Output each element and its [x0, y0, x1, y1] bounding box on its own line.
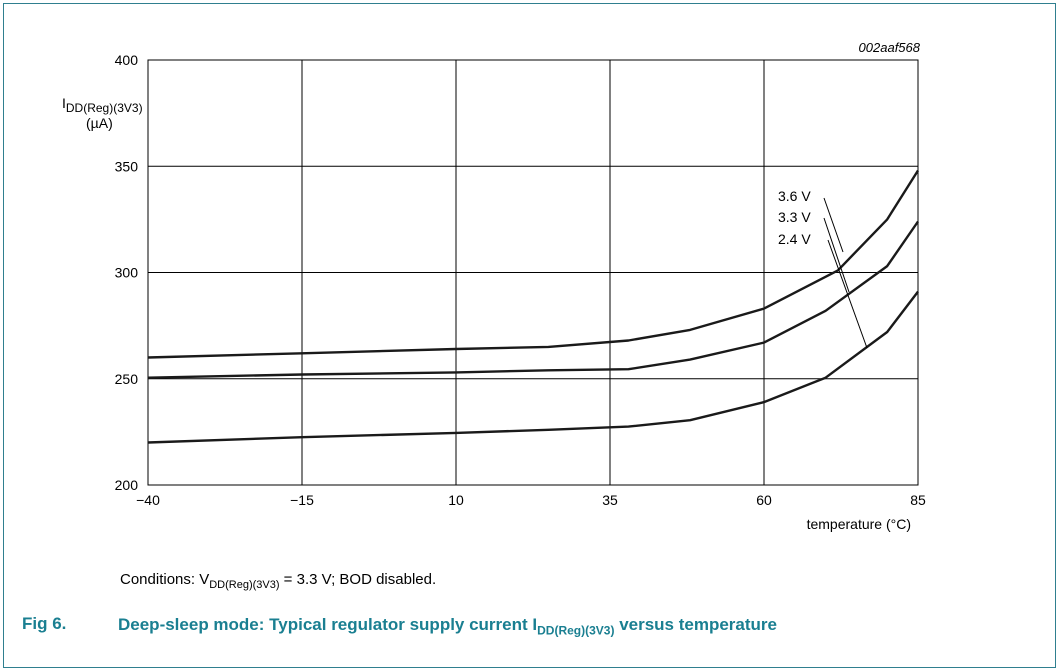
x-tick-label: 35: [602, 492, 618, 508]
conditions-sub: DD(Reg)(3V3): [209, 579, 280, 591]
x-axis-label: temperature (°C): [807, 516, 911, 532]
y-tick-label: 300: [115, 265, 139, 281]
conditions-prefix: Conditions: V: [120, 571, 210, 588]
figure-frame: [3, 3, 1056, 668]
y-tick-label: 200: [115, 477, 139, 493]
caption-part-b: versus temperature: [614, 615, 777, 634]
y-axis-label: IDD(Reg)(3V3): [62, 95, 143, 115]
legend-leaders: [823, 197, 868, 349]
leader-3-6v: [823, 197, 844, 253]
series-lines: [147, 169, 920, 444]
x-tick-label: 60: [756, 492, 772, 508]
figure-caption-text: Deep-sleep mode: Typical regulator suppl…: [118, 614, 998, 641]
grid-lines: [147, 59, 919, 486]
axes: [147, 59, 919, 486]
chart-code: 002aaf568: [859, 40, 921, 55]
plot-area-border: [147, 59, 919, 486]
figure-number: Fig 6.: [22, 614, 67, 633]
series-label-3-6v: 3.6 V: [778, 188, 811, 204]
series-label-2-4v: 2.4 V: [778, 231, 811, 247]
leader-2-4v: [827, 239, 868, 349]
conditions-note: Conditions: VDD(Reg)(3V3) = 3.3 V; BOD d…: [120, 571, 436, 591]
x-tick-label: −40: [136, 492, 160, 508]
series-line-2-4v: [147, 290, 919, 444]
x-tick-label: 85: [910, 492, 926, 508]
series-line-3-6v: [147, 169, 920, 359]
y-axis-unit: (µA): [86, 115, 113, 131]
leader-3-3v: [823, 217, 850, 293]
series-line-3-3v: [147, 220, 919, 379]
series-label-3-3v: 3.3 V: [778, 209, 811, 225]
x-tick-label: 10: [448, 492, 464, 508]
y-tick-label: 400: [115, 52, 139, 68]
y-axis-label-main: I: [62, 95, 66, 111]
caption-part-a: Deep-sleep mode: Typical regulator suppl…: [118, 615, 538, 634]
y-tick-label: 250: [115, 371, 139, 387]
conditions-suffix: = 3.3 V; BOD disabled.: [279, 571, 437, 588]
x-tick-label: −15: [290, 492, 314, 508]
y-tick-label: 350: [115, 158, 139, 174]
tick-labels: −40 −15 10 35 60 85 200 250 300 350 400: [115, 52, 926, 508]
caption-sub: DD(Reg)(3V3): [537, 623, 615, 638]
y-axis-label-sub: DD(Reg)(3V3): [66, 101, 143, 115]
